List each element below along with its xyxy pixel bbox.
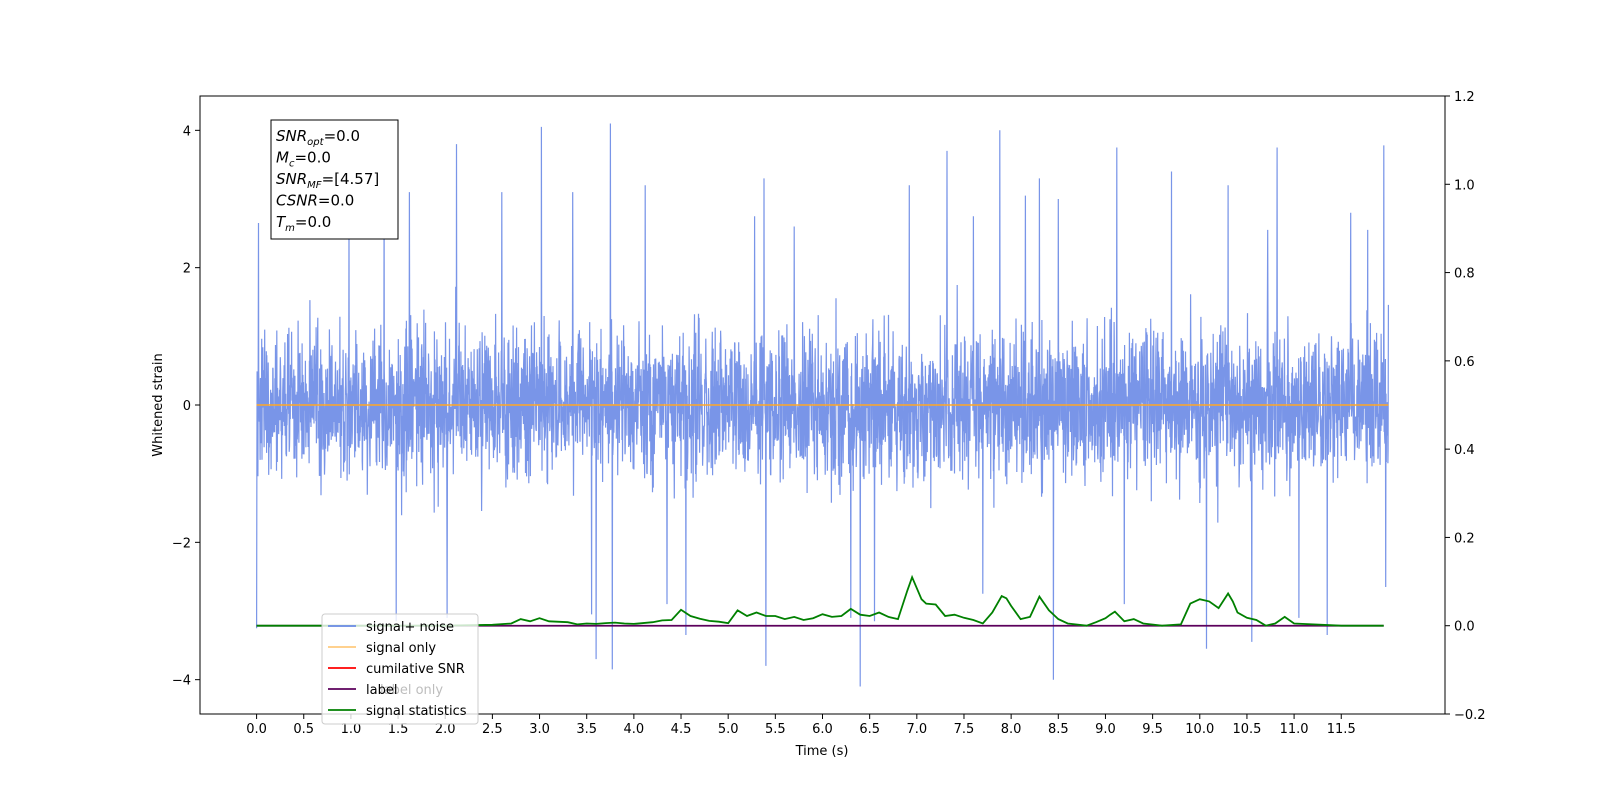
x-tick-label: 9.5: [1142, 722, 1163, 737]
series-signal-noise-line: [256, 123, 1390, 687]
y2-tick-label: 0.6: [1454, 355, 1475, 370]
x-tick-label: 5.0: [718, 722, 739, 737]
x-tick-label: 1.5: [388, 722, 409, 737]
y2-tick-label: 0.4: [1454, 443, 1475, 458]
info-line: SNRopt=0.0: [276, 127, 360, 148]
legend-entry-label: cumilative SNR: [366, 662, 465, 677]
x-tick-label: 11.5: [1327, 722, 1356, 737]
x-axis: 0.0 0.5 1.0 1.5 2.0 2.5 3.0 3.5 4.0 4.5 5.0 5.5 6.0 6…: [246, 714, 1356, 737]
legend-entry-label: signal only: [366, 641, 436, 656]
y-tick-label: 4: [183, 124, 191, 139]
x-tick-label: 4.5: [671, 722, 692, 737]
y2-tick-label: 1.2: [1454, 90, 1475, 105]
x-tick-label: 6.0: [812, 722, 833, 737]
x-tick-label: 10.0: [1185, 722, 1214, 737]
info-box-frame: [270, 119, 399, 240]
y-tick-label: 2: [183, 262, 191, 277]
info-line: Mc=0.0: [276, 149, 331, 170]
legend-entry-label: label: [366, 683, 397, 698]
info-line: CSNR=0.0: [276, 192, 354, 210]
info-line: Tm=0.0: [276, 213, 331, 234]
y2-tick-label: 0.0: [1454, 620, 1475, 635]
legend-entry-label: signal+ noise: [366, 620, 454, 635]
legend: label only signal+ noise signal only cumila…: [321, 613, 479, 725]
x-tick-label: 3.5: [576, 722, 597, 737]
x-tick-label: 7.0: [906, 722, 927, 737]
x-tick-label: 0.5: [293, 722, 314, 737]
y2-tick-label: 0.8: [1454, 267, 1475, 282]
y-tick-label: −4: [172, 674, 191, 689]
plot-area: [256, 123, 1390, 687]
x-tick-label: 11.0: [1280, 722, 1309, 737]
x-tick-label: 10.5: [1232, 722, 1261, 737]
x-tick-label: 8.0: [1001, 722, 1022, 737]
x-tick-label: 2.0: [435, 722, 456, 737]
x-axis-label: Time (s): [795, 744, 849, 759]
info-line: SNRMF=[4.57]: [276, 170, 379, 191]
y-axis-left: −4 −2 0 2 4: [172, 124, 200, 689]
x-tick-label: 0.0: [246, 722, 267, 737]
y2-tick-label: 0.2: [1454, 531, 1475, 546]
x-tick-label: 1.0: [341, 722, 362, 737]
x-tick-label: 8.5: [1048, 722, 1069, 737]
y-tick-label: −2: [172, 536, 191, 551]
x-tick-label: 6.5: [859, 722, 880, 737]
y-axis-label: Whitened strain: [151, 353, 166, 456]
legend-frame: [321, 613, 479, 725]
x-tick-label: 3.0: [529, 722, 550, 737]
y-axis-right: −0.2 0.0 0.2 0.4 0.6 0.8 1.0 1.2: [1445, 90, 1486, 723]
x-tick-label: 7.5: [954, 722, 975, 737]
y-tick-label: 0: [183, 399, 191, 414]
x-tick-label: 5.5: [765, 722, 786, 737]
x-tick-label: 9.0: [1095, 722, 1116, 737]
legend-overlap-text: label only: [380, 683, 443, 698]
x-tick-label: 2.5: [482, 722, 503, 737]
x-tick-label: 4.0: [624, 722, 645, 737]
legend-entry-label: signal statistics: [366, 704, 467, 719]
y2-tick-label: −0.2: [1454, 708, 1486, 723]
series-signal-statistics-line: [256, 574, 1384, 627]
y2-tick-label: 1.0: [1454, 178, 1475, 193]
